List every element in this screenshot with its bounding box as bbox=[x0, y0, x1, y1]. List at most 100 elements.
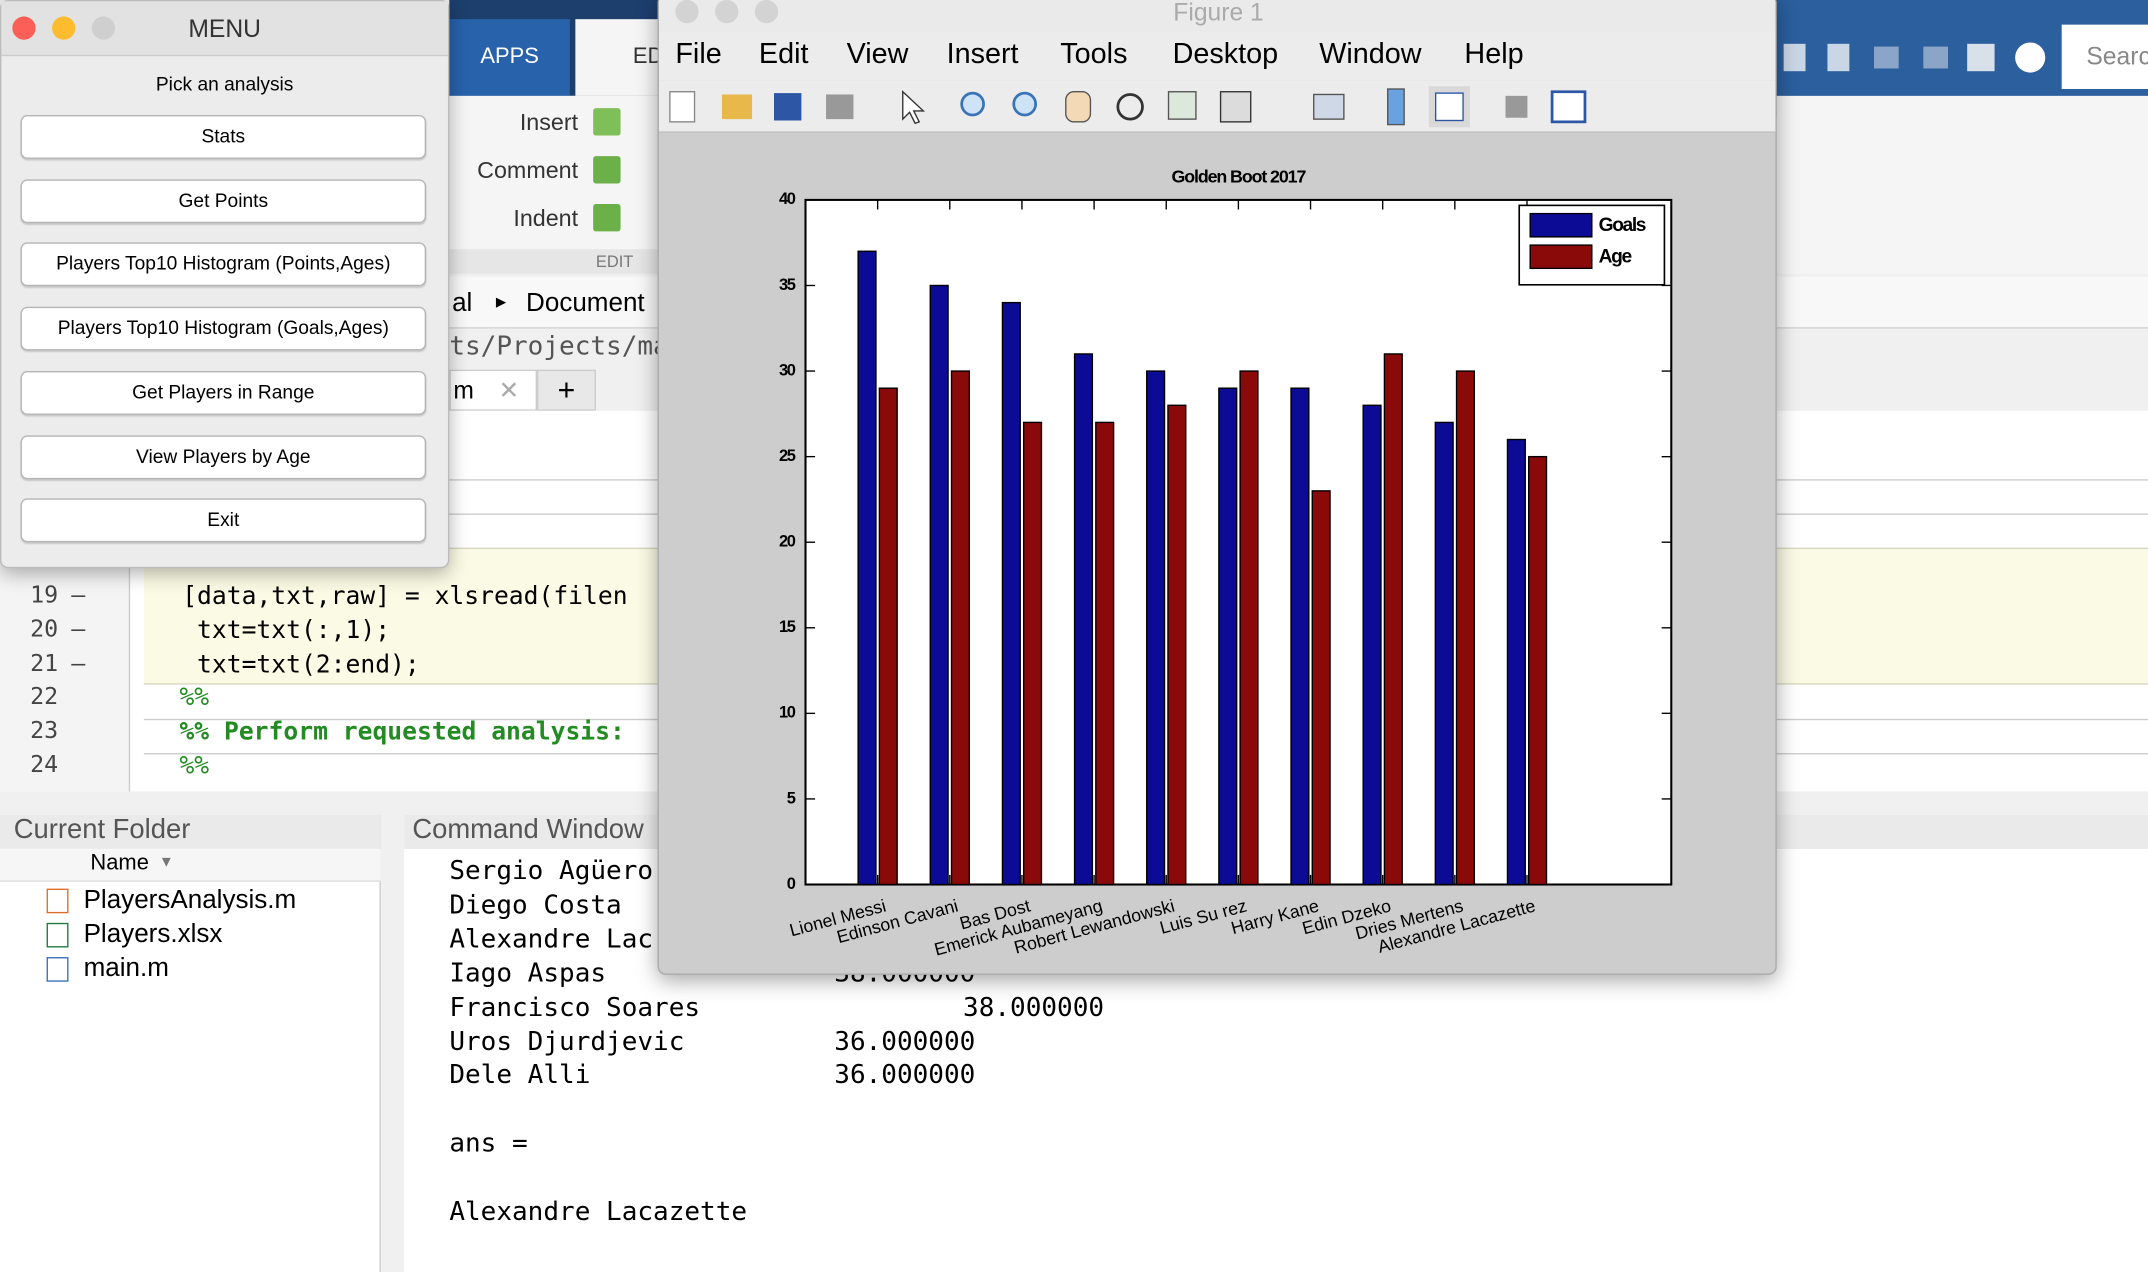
icon[interactable] bbox=[1923, 46, 1948, 69]
menu-button[interactable]: Players Top10 Histogram (Points,Ages) bbox=[20, 242, 427, 287]
toolstrip-item[interactable]: Insert bbox=[519, 109, 579, 136]
column-header[interactable]: Name ▼ bbox=[0, 848, 381, 882]
toolstrip-item[interactable]: Indent bbox=[513, 205, 579, 232]
menu-button[interactable]: Exit bbox=[20, 498, 427, 543]
line-number: 24 bbox=[30, 751, 59, 780]
bar bbox=[1239, 370, 1259, 886]
file-name[interactable]: PlayersAnalysis.m bbox=[83, 885, 297, 915]
menu-button[interactable]: Stats bbox=[20, 115, 427, 159]
legend-label: Age bbox=[1599, 246, 1632, 267]
menu-item[interactable]: View bbox=[846, 38, 909, 70]
menu-window: MENU Pick an analysis Stats Get Points Pla… bbox=[0, 0, 450, 569]
menu-button[interactable]: Players Top10 Histogram (Goals,Ages) bbox=[20, 306, 427, 351]
menu-item[interactable]: Desktop bbox=[1172, 38, 1279, 70]
menu-item[interactable]: Edit bbox=[758, 38, 809, 70]
line-marker: – bbox=[71, 615, 86, 644]
toolstrip-item[interactable]: Comment bbox=[477, 157, 579, 184]
tool-icon[interactable] bbox=[1012, 91, 1038, 117]
command-output: Sergio Agüero Diego Costa Alexandre Lac Iag… bbox=[449, 856, 2093, 1267]
bar bbox=[857, 250, 877, 886]
output-text: Alexandre Lac bbox=[449, 923, 654, 955]
minimize-button[interactable] bbox=[715, 0, 739, 24]
output-value: 36.000000 bbox=[834, 1026, 976, 1057]
tool-icon[interactable] bbox=[669, 91, 696, 123]
tool-icon[interactable] bbox=[902, 90, 926, 125]
output-text: Francisco Soares bbox=[449, 992, 701, 1023]
legend-swatch bbox=[1529, 244, 1593, 270]
tool-icon[interactable] bbox=[1167, 91, 1197, 120]
y-tick-label: 25 bbox=[779, 447, 796, 465]
menu-button[interactable]: Get Points bbox=[20, 178, 427, 223]
sort-arrow: ▼ bbox=[158, 854, 174, 871]
tool-icon[interactable] bbox=[1434, 92, 1464, 122]
menu-item[interactable]: Tools bbox=[1060, 38, 1128, 70]
icon bbox=[593, 156, 621, 184]
tool-icon[interactable] bbox=[826, 94, 854, 120]
tool-icon[interactable] bbox=[1313, 93, 1345, 120]
code-line: [data,txt,raw] = xlsread(filen bbox=[182, 581, 628, 611]
output-text: Alexandre Lacazette bbox=[449, 1196, 748, 1227]
bar bbox=[1290, 387, 1310, 886]
close-button[interactable] bbox=[12, 16, 36, 40]
tool-icon[interactable] bbox=[1116, 93, 1144, 121]
tool-icon[interactable] bbox=[1505, 95, 1528, 118]
tool-icon[interactable] bbox=[960, 91, 985, 117]
tool-icon[interactable] bbox=[1065, 91, 1092, 123]
file-tab[interactable]: m ✕ bbox=[449, 369, 538, 411]
output-text: Uros Djurdjevic bbox=[449, 1026, 685, 1057]
code-line: %% bbox=[179, 683, 210, 713]
menu-item[interactable]: Help bbox=[1464, 38, 1524, 70]
tool-icon[interactable] bbox=[1219, 91, 1252, 123]
output-text: Dele Alli bbox=[449, 1060, 591, 1091]
tool-icon[interactable] bbox=[1387, 88, 1405, 126]
close-button[interactable] bbox=[675, 0, 699, 24]
icon[interactable] bbox=[1783, 43, 1806, 72]
output-text: Sergio Agüero bbox=[449, 855, 654, 886]
section-label: EDIT bbox=[449, 249, 683, 274]
file-name[interactable]: Players.xlsx bbox=[83, 920, 223, 949]
editor-tab[interactable]: ED bbox=[575, 19, 672, 96]
menu-item[interactable]: Insert bbox=[946, 38, 1019, 70]
toolstrip bbox=[449, 95, 683, 274]
zoom-button[interactable] bbox=[91, 16, 116, 40]
window-title: MENU bbox=[1, 1, 448, 57]
menu-button[interactable]: View Players by Age bbox=[20, 434, 427, 479]
tool-icon[interactable] bbox=[1550, 90, 1587, 124]
icon[interactable] bbox=[1827, 43, 1850, 72]
breadcrumb[interactable]: al bbox=[452, 288, 473, 318]
current-folder: Current Folder Name ▼ PlayersAnalysis.m P… bbox=[0, 814, 381, 1272]
new-tab[interactable]: + bbox=[537, 369, 596, 411]
apps-tab[interactable]: APPS bbox=[449, 19, 570, 96]
bar bbox=[1022, 421, 1043, 886]
y-tick-label: 10 bbox=[779, 704, 796, 722]
tool-icon[interactable] bbox=[773, 93, 802, 121]
file-list: PlayersAnalysis.m Players.xlsx main.m bbox=[0, 883, 381, 1020]
bar bbox=[1311, 490, 1331, 886]
bar bbox=[1528, 455, 1548, 886]
bar bbox=[1455, 370, 1476, 886]
menu-button[interactable]: Get Players in Range bbox=[20, 370, 427, 415]
code-line: txt=txt(:,1); bbox=[182, 615, 391, 645]
icon[interactable] bbox=[1874, 46, 1899, 69]
tool-icon[interactable] bbox=[721, 94, 753, 120]
line-number: 19 bbox=[30, 581, 59, 610]
y-tick-label: 40 bbox=[779, 190, 796, 208]
icon[interactable] bbox=[1967, 43, 1995, 72]
plot-area bbox=[804, 198, 1673, 886]
breadcrumb[interactable]: Document bbox=[526, 288, 645, 318]
bar bbox=[1167, 404, 1187, 886]
menu-item[interactable]: File bbox=[675, 38, 722, 70]
line-number: 20 bbox=[30, 615, 59, 644]
search-box[interactable]: Searc bbox=[2061, 24, 2148, 89]
zoom-button[interactable] bbox=[754, 0, 779, 24]
icon[interactable] bbox=[2015, 42, 2046, 73]
quick-access-icons bbox=[1783, 42, 2046, 73]
menu-item[interactable]: Window bbox=[1319, 38, 1422, 70]
file-name[interactable]: main.m bbox=[83, 954, 169, 984]
minimize-button[interactable] bbox=[52, 16, 76, 40]
bar bbox=[1434, 421, 1454, 886]
output-text: Diego Costa bbox=[449, 889, 622, 920]
close-tab[interactable]: ✕ bbox=[498, 376, 520, 404]
prompt: Pick an analysis bbox=[155, 72, 294, 95]
